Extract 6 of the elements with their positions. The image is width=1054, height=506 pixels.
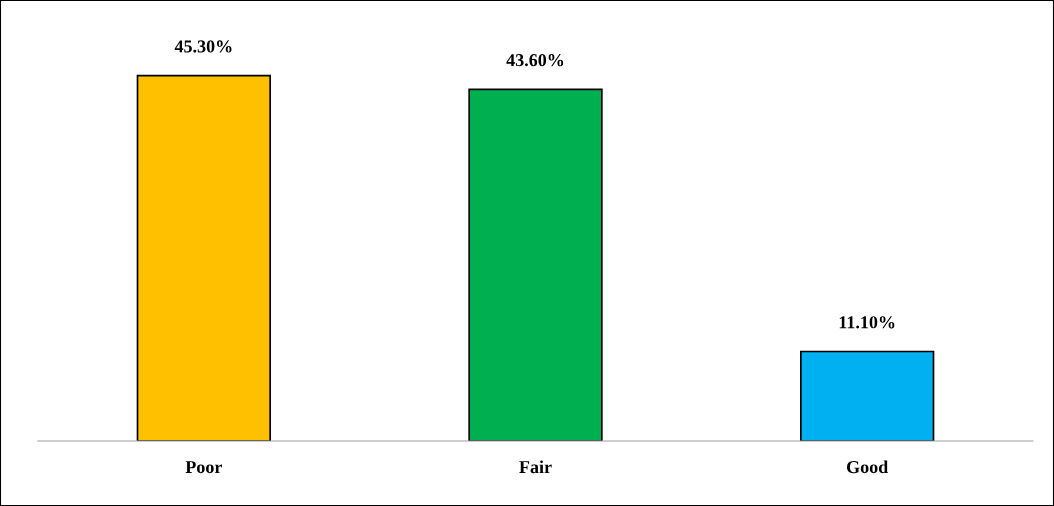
data-label: 43.60% bbox=[506, 54, 564, 67]
x-tick-label: Fair bbox=[519, 460, 552, 474]
data-label: 45.30% bbox=[174, 40, 232, 53]
data-label: 11.10% bbox=[839, 316, 895, 329]
x-tick-label: Poor bbox=[185, 461, 222, 474]
x-tick-label: Good bbox=[846, 460, 889, 474]
